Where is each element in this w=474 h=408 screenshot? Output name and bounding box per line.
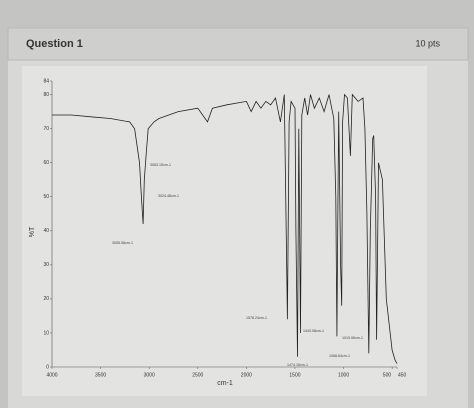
- peak-label: 1068.64cm-1: [329, 354, 350, 358]
- peak-label: 3024.48cm-1: [158, 194, 179, 198]
- x-axis-label: cm-1: [217, 380, 233, 387]
- peak-label: 3063.15cm-1: [150, 163, 171, 167]
- x-tick-label: 2500: [192, 372, 203, 378]
- peak-label: 1443.08cm-1: [303, 329, 324, 333]
- y-tick-label: 84: [43, 78, 49, 84]
- question-title: Question 1: [26, 38, 83, 50]
- x-tick-label: 2000: [241, 372, 252, 378]
- y-tick-label: 50: [43, 194, 49, 200]
- x-tick-label: 3500: [95, 372, 106, 378]
- spectrum-image: [22, 66, 427, 396]
- spectrum-line: [52, 93, 398, 364]
- question-header: [7, 27, 469, 61]
- y-tick-label: 60: [43, 160, 49, 166]
- y-tick-label: 70: [43, 126, 49, 132]
- peak-label: 3055.58cm-1: [112, 241, 133, 245]
- y-tick-label: 80: [43, 92, 49, 98]
- peak-label: 1019.96cm-1: [342, 336, 363, 340]
- y-tick-label: 0: [46, 364, 49, 370]
- x-tick-label: 1000: [338, 372, 349, 378]
- x-tick-label: 1500: [289, 372, 300, 378]
- peak-label: 1474.16cm-1: [287, 363, 308, 367]
- x-tick-label: 3000: [144, 372, 155, 378]
- peak-label: 1578.24cm-1: [246, 316, 267, 320]
- y-tick-label: 40: [43, 228, 49, 234]
- question-points: 10 pts: [415, 38, 440, 48]
- x-tick-label: 500: [383, 372, 392, 378]
- y-tick-label: 10: [43, 330, 49, 336]
- x-tick-label: 450: [398, 372, 407, 378]
- y-tick-label: 30: [43, 262, 49, 268]
- y-tick-label: 20: [43, 296, 49, 302]
- x-tick-label: 4000: [46, 372, 57, 378]
- plot: 0 10 20 30 40 50 60 70 80 84 4000 3500 3000 2500 2000 1…: [29, 78, 407, 387]
- y-axis-label: %T: [29, 226, 36, 237]
